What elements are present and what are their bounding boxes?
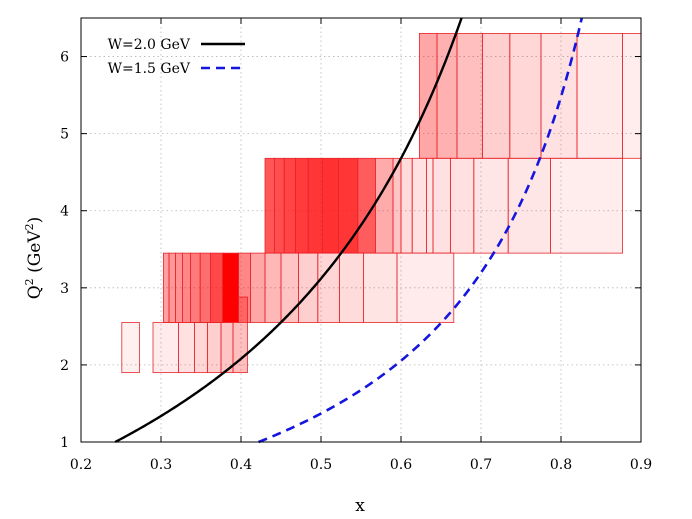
bin-r2-b10 bbox=[264, 252, 282, 323]
bin-r3-b14 bbox=[450, 157, 475, 254]
bin-r2-b9 bbox=[250, 252, 266, 323]
legend: W=2.0 GeV W=1.5 GeV bbox=[108, 37, 245, 77]
bin-r3-b6 bbox=[338, 157, 359, 254]
x-tick-label: 0.3 bbox=[150, 457, 172, 473]
bin-r3-b17 bbox=[550, 157, 623, 254]
bin-r2-b3 bbox=[182, 252, 192, 323]
bin-r3-b3 bbox=[294, 157, 309, 254]
bin-r4-b1 bbox=[436, 33, 458, 159]
bin-r0-b5 bbox=[220, 322, 234, 374]
x-tick-label: 0.8 bbox=[550, 457, 572, 473]
bin-r3-b12 bbox=[426, 157, 434, 254]
bin-r3-b5 bbox=[322, 157, 340, 254]
bin-r0-b2 bbox=[178, 322, 196, 374]
bin-r2-b5 bbox=[199, 252, 211, 323]
bin-r4-b6 bbox=[576, 33, 623, 159]
y-tick-label: 3 bbox=[60, 281, 69, 297]
y-tick-label: 1 bbox=[60, 435, 69, 451]
y-tick-label: 5 bbox=[60, 127, 69, 143]
x-tick-label: 0.9 bbox=[630, 457, 652, 473]
bin-r4-b2 bbox=[456, 33, 484, 159]
curves-layer bbox=[114, 17, 584, 444]
x-axis-title: x bbox=[355, 496, 365, 516]
bin-r3-b4 bbox=[307, 157, 324, 254]
bin-r2-b14 bbox=[338, 252, 364, 323]
bin-r2-b4 bbox=[190, 252, 201, 323]
y-tick-label: 2 bbox=[60, 358, 69, 374]
bin-r0-b0 bbox=[121, 322, 140, 374]
bin-r4-b5 bbox=[540, 33, 578, 159]
plot-frame bbox=[80, 17, 642, 443]
bins-layer bbox=[121, 33, 642, 374]
bin-r2-b15 bbox=[362, 252, 398, 323]
curve-w-1-5 bbox=[258, 17, 584, 444]
bin-r3-b1 bbox=[274, 157, 285, 254]
x-tick-label: 0.7 bbox=[470, 457, 492, 473]
bin-r4-b0 bbox=[418, 33, 438, 159]
x-tick-label: 0.4 bbox=[230, 457, 252, 473]
bin-r2-b2 bbox=[174, 252, 183, 323]
bin-r2-b16 bbox=[396, 252, 455, 323]
bin-r3-b15 bbox=[473, 157, 509, 254]
bin-r2-b8 bbox=[238, 252, 252, 323]
x-tick-label: 0.2 bbox=[70, 457, 92, 473]
bin-r3-b13 bbox=[432, 157, 452, 254]
bin-r0-b1 bbox=[152, 322, 180, 374]
ticks-layer: 0.2 0.3 0.4 0.5 0.6 0.7 0.8 0.9 1 2 3 4 5 6 bbox=[60, 18, 652, 473]
y-axis-title: Q2 (GeV2) bbox=[23, 217, 45, 300]
bin-r3-b0 bbox=[264, 157, 276, 254]
bin-r4-b7 bbox=[622, 33, 642, 159]
bin-r2-b7 bbox=[222, 252, 240, 323]
bin-r3-b11 bbox=[411, 157, 428, 254]
bin-r0-b3 bbox=[194, 322, 208, 374]
bin-r0-b4 bbox=[206, 322, 222, 374]
bin-r2-b6 bbox=[210, 252, 224, 323]
x-tick-label: 0.5 bbox=[310, 457, 332, 473]
legend-label-0: W=2.0 GeV bbox=[108, 37, 191, 53]
x-tick-label: 0.6 bbox=[390, 457, 412, 473]
bin-r3-b2 bbox=[283, 157, 296, 254]
bin-r4-b4 bbox=[509, 33, 542, 159]
bin-r3-b8 bbox=[374, 157, 394, 254]
bin-r3-b16 bbox=[507, 157, 552, 254]
y-tick-label: 6 bbox=[60, 50, 69, 66]
bin-r2-b0 bbox=[162, 252, 170, 323]
bin-r2-b12 bbox=[298, 252, 319, 323]
bin-r4-b3 bbox=[482, 33, 511, 159]
bin-r3-b10 bbox=[400, 157, 413, 254]
bin-r2-b1 bbox=[168, 252, 176, 323]
legend-label-1: W=1.5 GeV bbox=[108, 61, 191, 77]
bin-r2-b13 bbox=[317, 252, 340, 323]
curve-w-2 bbox=[114, 17, 463, 444]
y-tick-label: 4 bbox=[60, 204, 69, 220]
